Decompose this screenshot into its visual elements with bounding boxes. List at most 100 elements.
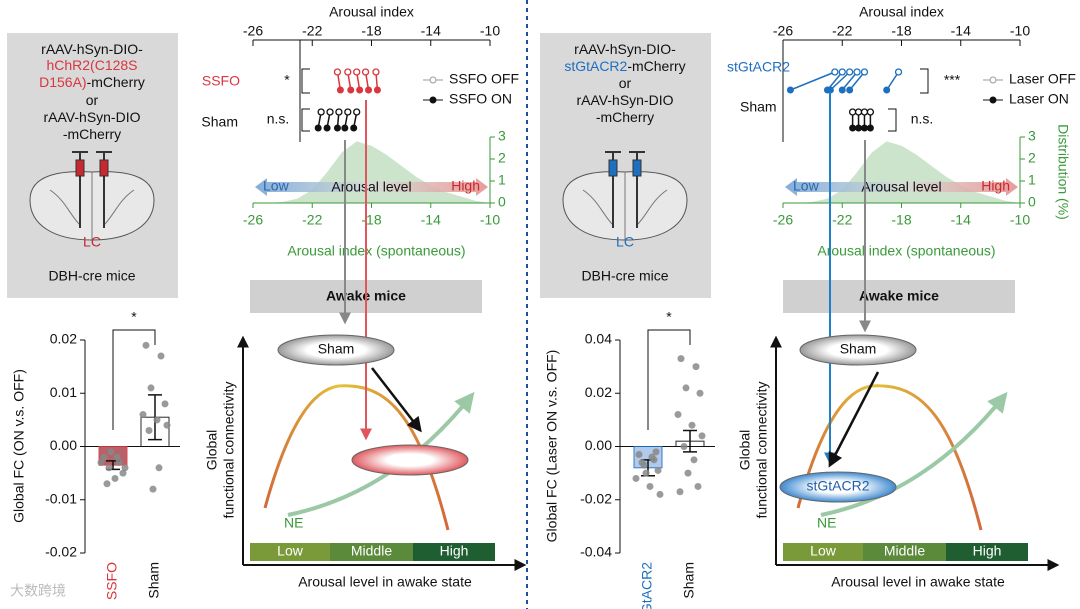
data-point <box>100 453 108 461</box>
x-tick-label: -10 <box>480 212 500 228</box>
x-tick-label: -14 <box>421 23 441 39</box>
y-tick-label: 2 <box>498 150 506 166</box>
off-point <box>344 68 352 76</box>
x-tick-label: -22 <box>832 212 852 228</box>
legend-label: SSFO ON <box>449 91 512 107</box>
x-tick-label: -14 <box>421 212 441 228</box>
data-point <box>680 443 688 450</box>
on-point <box>341 124 349 132</box>
on-point <box>883 86 891 94</box>
data-point <box>97 458 105 466</box>
data-point <box>157 352 165 360</box>
data-point <box>147 384 155 392</box>
level-box <box>330 543 413 561</box>
level-label: Low <box>810 543 837 559</box>
construct-segment: -mCherry <box>627 58 685 74</box>
y-axis-title: Global <box>737 430 753 470</box>
pair-line <box>841 71 858 91</box>
data-point <box>153 416 161 424</box>
off-point <box>317 108 325 116</box>
legend-marker <box>989 96 997 104</box>
sig-label: *** <box>944 72 961 88</box>
on-point <box>786 86 794 94</box>
arrow-high: High <box>981 178 1010 194</box>
data-point <box>163 421 171 429</box>
on-point <box>838 86 846 94</box>
bell-curve <box>796 384 983 531</box>
on-point <box>826 86 834 94</box>
group-label: Sham <box>201 114 238 130</box>
on-point <box>849 124 857 132</box>
data-point <box>646 482 654 490</box>
data-point <box>155 464 163 472</box>
mice-label: DBH-cre mice <box>48 268 135 284</box>
y-tick-label: 0 <box>1028 194 1036 210</box>
data-point <box>696 389 704 397</box>
y-tick-label: 3 <box>498 128 506 144</box>
sig-bracket <box>112 329 156 430</box>
construct-segment: rAAV-hSyn-DIO <box>577 92 674 108</box>
data-point <box>149 485 157 493</box>
arrow-low: Low <box>793 178 820 194</box>
x-tick-label: -18 <box>361 212 381 228</box>
on-point <box>347 86 355 94</box>
off-point <box>838 68 846 76</box>
data-point <box>648 453 656 461</box>
y-tick-label: 2 <box>1028 150 1036 166</box>
arrow-high: High <box>451 178 480 194</box>
data-point <box>103 480 111 488</box>
data-point <box>635 450 643 458</box>
sig-label: * <box>131 309 137 325</box>
shift-arrow <box>371 367 422 433</box>
y-axis-title: Global FC (Laser ON v.s. OFF) <box>544 350 560 543</box>
x-tick-label: -18 <box>361 23 381 39</box>
x-tick-label: -10 <box>480 23 500 39</box>
construct-segment: -mCherry <box>87 74 145 90</box>
data-point <box>113 453 121 461</box>
data-point <box>632 474 640 482</box>
group-label: Sham <box>740 99 777 115</box>
construct-line: hChR2(C128S <box>46 57 137 73</box>
off-point <box>353 108 361 116</box>
y-tick-label: -0.02 <box>580 490 612 506</box>
on-point <box>866 124 874 132</box>
construct-segment: -mCherry <box>63 126 121 142</box>
sig-label: n.s. <box>911 111 934 127</box>
data-point <box>684 469 692 477</box>
off-point <box>831 68 839 76</box>
level-box <box>413 543 495 561</box>
state-label: Sham <box>840 341 877 357</box>
panel-body: rAAV-hSyn-DIO-stGtACR2-mCherryorrAAV-hSy… <box>540 4 1076 609</box>
construct-segment: -mCherry <box>596 109 654 125</box>
fiber-ferrule <box>632 159 642 177</box>
y-tick-label: 1 <box>498 172 506 188</box>
x-tick-label: -22 <box>302 23 322 39</box>
state-label: SSFO <box>391 451 429 467</box>
data-point <box>111 474 119 482</box>
data-point <box>682 384 690 392</box>
data-point <box>115 458 123 466</box>
arrow-mid: Arousal level <box>331 179 411 195</box>
region-label: LC <box>83 234 101 250</box>
construct-segment: or <box>86 92 99 108</box>
data-point <box>107 448 115 456</box>
construct-line: rAAV-hSyn-DIO- <box>574 41 676 57</box>
pair-line <box>849 71 866 91</box>
off-point <box>333 68 342 76</box>
y-tick-label: -0.01 <box>45 490 77 506</box>
on-point <box>323 124 331 132</box>
on-point <box>860 124 868 132</box>
data-point <box>690 456 698 464</box>
level-label: Low <box>277 543 304 559</box>
off-point <box>344 108 352 116</box>
off-point <box>848 108 857 116</box>
construct-line: rAAV-hSyn-DIO- <box>41 41 143 57</box>
on-point <box>855 124 863 132</box>
watermark: 大数跨境 <box>10 583 66 599</box>
x-tick-label: -14 <box>951 212 971 228</box>
data-point <box>652 448 660 456</box>
on-point <box>846 86 854 94</box>
y-axis-title: Global <box>204 430 220 470</box>
x-tick-label: -18 <box>891 23 911 39</box>
on-point <box>333 124 341 132</box>
